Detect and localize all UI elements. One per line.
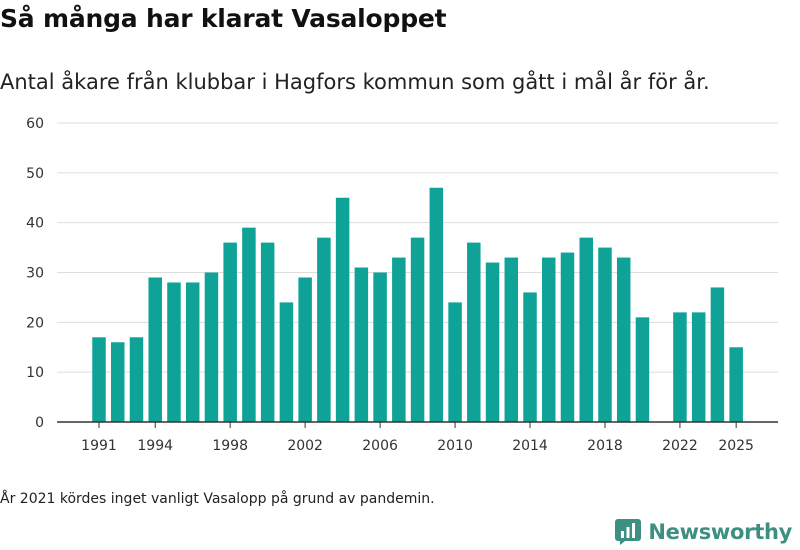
- bar-2011: [467, 242, 481, 422]
- x-tick-label: 2025: [718, 438, 754, 454]
- bar-2002: [298, 277, 312, 422]
- footnote: År 2021 kördes inget vanligt Vasalopp på…: [0, 491, 435, 507]
- x-tick-label: 1991: [81, 438, 117, 454]
- y-tick-label: 40: [26, 216, 44, 232]
- bar-2020: [635, 317, 650, 422]
- bar-2017: [579, 237, 593, 422]
- y-tick-label: 30: [26, 266, 44, 282]
- chart-subtitle: Antal åkare från klubbar i Hagfors kommu…: [0, 70, 710, 94]
- bar-2022: [673, 312, 687, 422]
- bar-1992: [110, 342, 125, 422]
- bar-2023: [691, 312, 706, 422]
- bar-1991: [92, 337, 106, 422]
- bar-chart: 0 10 20 30 40 50 60 1991 1994 1998 2002 2006 2010 20…: [26, 116, 778, 454]
- y-tick-label: 10: [26, 365, 44, 381]
- x-tick-label: 2018: [587, 438, 623, 454]
- bar-1999: [242, 227, 256, 422]
- newsworthy-logo: Newsworthy: [615, 519, 792, 545]
- bar-2024: [710, 287, 725, 422]
- bar-2008: [410, 237, 425, 422]
- bar-1993: [129, 337, 144, 422]
- chart-title: Så många har klarat Vasaloppet: [0, 4, 447, 33]
- y-tick-label: 0: [35, 415, 44, 431]
- bar-2005: [354, 267, 369, 422]
- y-axis-ticks: 0 10 20 30 40 50 60: [26, 116, 44, 431]
- bar-2012: [485, 262, 500, 422]
- bar-1995: [167, 282, 181, 422]
- x-tick-label: 2022: [662, 438, 698, 454]
- x-axis-ticks: 1991 1994 1998 2002 2006 2010 2014 2018 2022 2025: [81, 422, 754, 454]
- bar-1997: [204, 272, 219, 422]
- bar-2019: [616, 257, 631, 422]
- bar-2015: [542, 257, 556, 422]
- x-tick-label: 2002: [287, 438, 323, 454]
- bar-2018: [598, 247, 612, 422]
- y-tick-label: 50: [26, 166, 44, 182]
- bar-2010: [448, 302, 462, 422]
- bar-2000: [260, 242, 275, 422]
- bars: [92, 187, 743, 422]
- bar-2009: [429, 187, 444, 422]
- brand-name: Newsworthy: [648, 520, 792, 544]
- x-tick-label: 2014: [512, 438, 548, 454]
- bar-1996: [185, 282, 200, 422]
- bar-1994: [148, 277, 162, 422]
- x-tick-label: 2010: [437, 438, 473, 454]
- bar-2001: [279, 302, 294, 422]
- bar-2025: [729, 347, 743, 422]
- y-tick-label: 60: [26, 116, 44, 132]
- bar-2007: [392, 257, 406, 422]
- bar-2016: [560, 252, 575, 422]
- y-tick-label: 20: [26, 315, 44, 331]
- x-tick-label: 2006: [362, 438, 398, 454]
- bar-2006: [373, 272, 387, 422]
- x-tick-label: 1998: [212, 438, 248, 454]
- bar-2004: [335, 197, 350, 422]
- bar-chart-logo-icon: [615, 519, 642, 545]
- bar-1998: [223, 242, 237, 422]
- x-tick-label: 1994: [137, 438, 173, 454]
- bar-2013: [504, 257, 519, 422]
- bar-2014: [523, 292, 537, 422]
- bar-2003: [317, 237, 331, 422]
